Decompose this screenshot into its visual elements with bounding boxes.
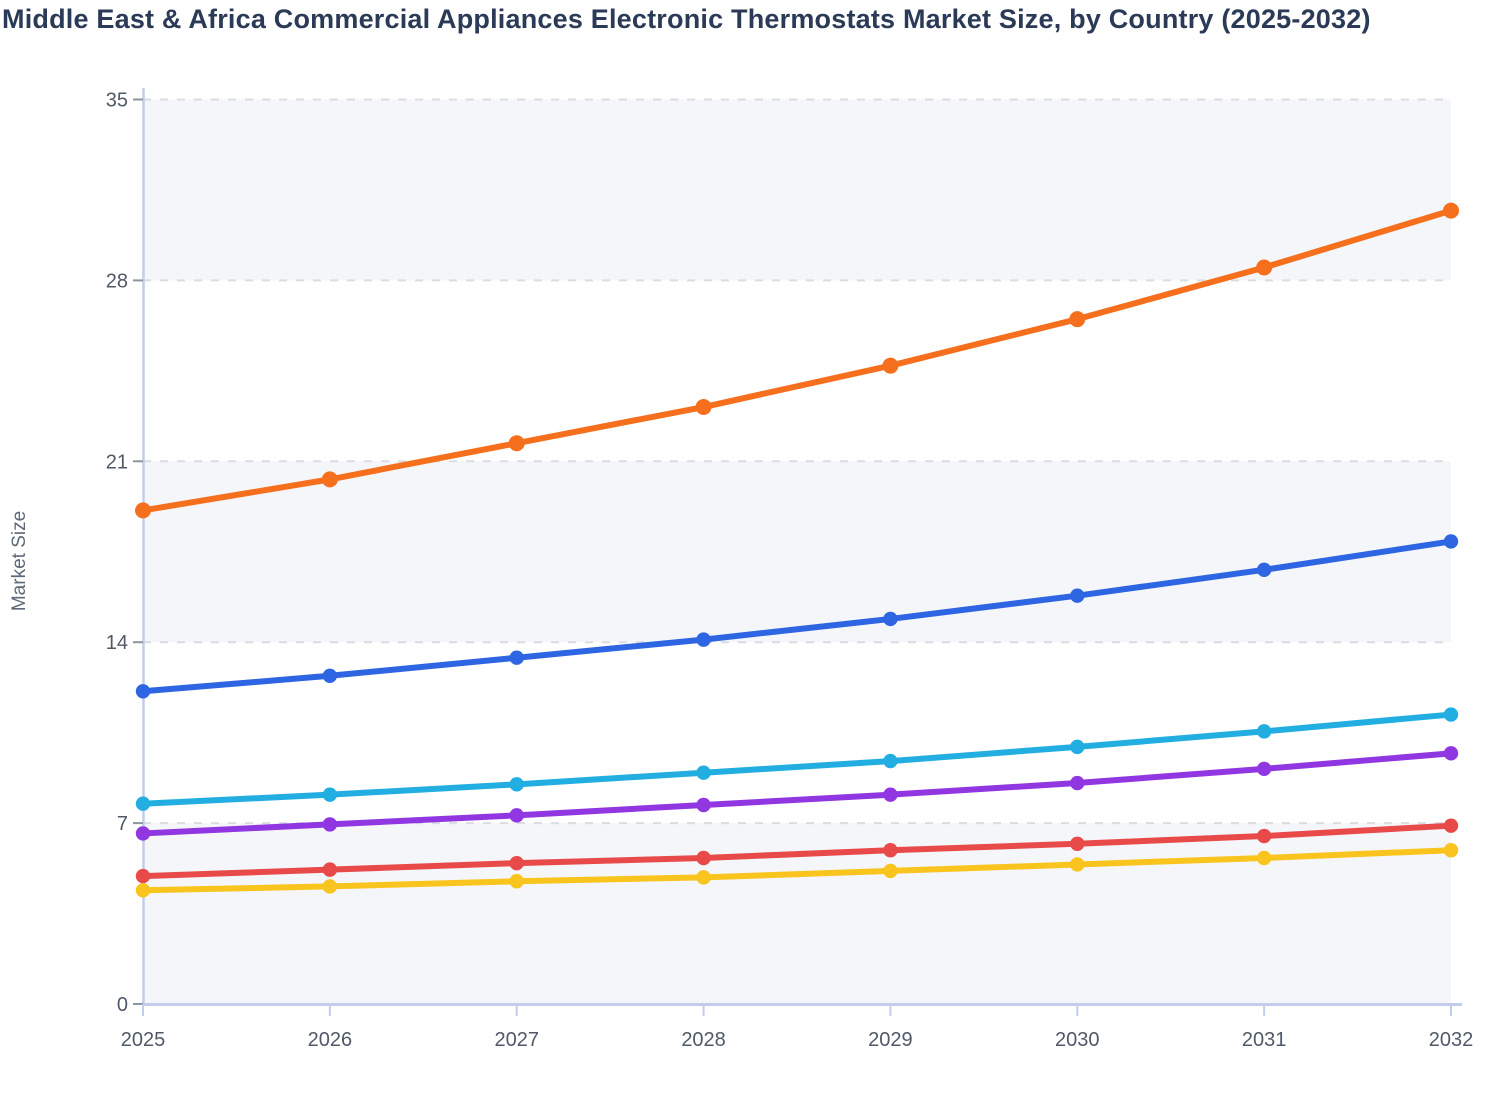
- series-orange-point[interactable]: [1256, 259, 1273, 276]
- series-yellow-point[interactable]: [135, 883, 151, 898]
- x-tick-label: 2029: [868, 1029, 913, 1051]
- series-orange-point[interactable]: [1069, 311, 1086, 328]
- series-orange-point[interactable]: [695, 399, 712, 416]
- series-cyan-point[interactable]: [135, 796, 151, 811]
- plot-band: [143, 99, 1451, 281]
- x-tick-label: 2025: [121, 1029, 166, 1051]
- series-purple-point[interactable]: [696, 797, 711, 813]
- series-orange-line: [140, 207, 1454, 514]
- series-cyan-point[interactable]: [509, 777, 524, 792]
- series-cyan-point[interactable]: [883, 753, 898, 769]
- series-cyan-line: [140, 711, 1454, 807]
- series-red-point[interactable]: [322, 862, 338, 877]
- series-red-point[interactable]: [509, 855, 524, 871]
- plot-band: [143, 823, 1451, 1004]
- series-blue-point[interactable]: [1256, 562, 1272, 578]
- series-blue-point[interactable]: [696, 632, 711, 647]
- series-red-point[interactable]: [1070, 836, 1085, 851]
- plot-band: [143, 461, 1451, 643]
- series-red-point[interactable]: [1443, 818, 1459, 833]
- series-orange-point[interactable]: [135, 502, 151, 519]
- series-yellow-point[interactable]: [883, 863, 898, 879]
- series-blue-point[interactable]: [883, 611, 898, 627]
- series-purple-line: [140, 750, 1454, 837]
- series-blue-point[interactable]: [509, 650, 524, 665]
- series-cyan-point[interactable]: [1070, 739, 1085, 755]
- y-tick-label: 7: [117, 813, 128, 835]
- y-tick-label: 35: [106, 90, 128, 112]
- series-yellow-line: [140, 847, 1454, 894]
- chart-title: Middle East & Africa Commercial Applianc…: [2, 4, 1371, 34]
- series-blue-point[interactable]: [1443, 534, 1459, 549]
- series-purple-point[interactable]: [1070, 775, 1085, 791]
- series-cyan-point[interactable]: [322, 787, 338, 802]
- x-tick-label: 2031: [1242, 1029, 1287, 1051]
- series-yellow-point[interactable]: [1256, 850, 1272, 866]
- x-tick-label: 2032: [1429, 1029, 1474, 1051]
- series-blue-point[interactable]: [135, 684, 151, 699]
- y-tick-label: 21: [106, 451, 128, 473]
- series-red-line: [140, 822, 1454, 880]
- series-red-point[interactable]: [1256, 828, 1272, 844]
- series-cyan-point[interactable]: [1256, 724, 1272, 739]
- series-orange-point[interactable]: [1443, 202, 1459, 219]
- series-orange-point[interactable]: [508, 435, 525, 452]
- x-tick-label: 2026: [308, 1029, 353, 1051]
- series-yellow-point[interactable]: [322, 879, 338, 894]
- series-cyan-point[interactable]: [696, 765, 711, 780]
- series-red-point[interactable]: [883, 843, 898, 858]
- series-yellow-point[interactable]: [696, 870, 711, 885]
- series-cyan-point[interactable]: [1443, 707, 1459, 722]
- y-tick-label: 28: [106, 270, 128, 292]
- x-tick-label: 2027: [494, 1029, 539, 1051]
- series-orange-point[interactable]: [321, 471, 338, 488]
- series-orange-point[interactable]: [882, 357, 899, 374]
- series-blue-point[interactable]: [322, 668, 338, 683]
- series-yellow-point[interactable]: [1443, 843, 1459, 858]
- y-tick-label: 14: [106, 632, 128, 654]
- series-purple-point[interactable]: [1256, 761, 1272, 777]
- series-purple-point[interactable]: [135, 826, 151, 841]
- series-purple-point[interactable]: [509, 808, 524, 823]
- series-red-point[interactable]: [696, 850, 711, 866]
- series-yellow-point[interactable]: [509, 874, 524, 889]
- series-purple-point[interactable]: [322, 817, 338, 832]
- series-purple-point[interactable]: [883, 787, 898, 802]
- series-blue-point[interactable]: [1070, 588, 1085, 603]
- series-blue-line: [140, 538, 1454, 695]
- series-red-point[interactable]: [135, 868, 151, 884]
- series-purple-point[interactable]: [1443, 746, 1459, 761]
- y-tick-label: 0: [117, 994, 128, 1016]
- x-tick-label: 2028: [681, 1029, 726, 1051]
- x-tick-label: 2030: [1055, 1029, 1100, 1051]
- series-yellow-point[interactable]: [1070, 857, 1085, 872]
